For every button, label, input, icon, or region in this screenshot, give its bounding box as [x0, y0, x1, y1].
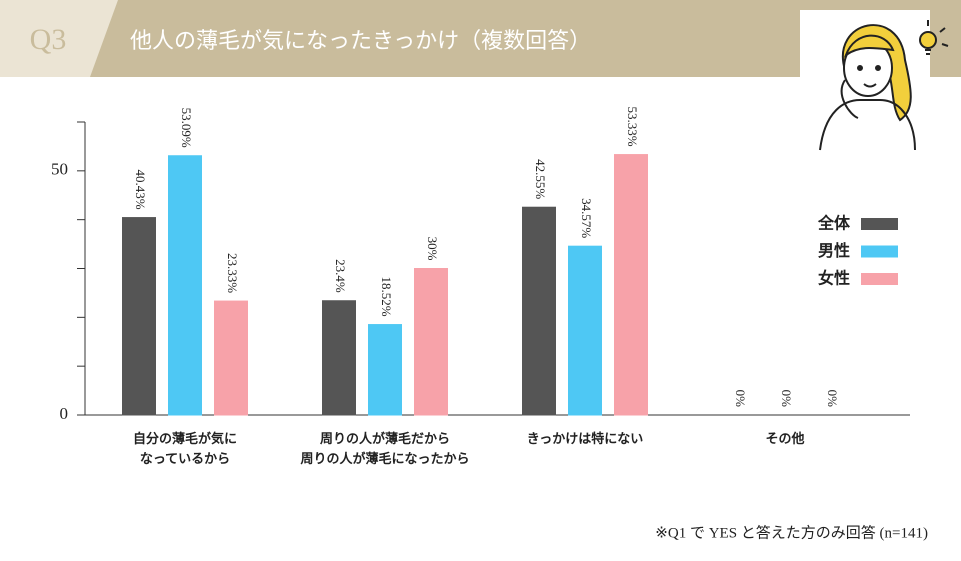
bar	[322, 300, 356, 416]
bar	[614, 154, 648, 416]
value-label: 53.33%	[625, 106, 640, 146]
value-label: 18.52%	[379, 276, 394, 316]
x-tick-label: 自分の薄毛が気に なっているから	[132, 432, 237, 467]
bar	[214, 300, 248, 416]
x-tick-label: きっかけは特にない	[526, 432, 644, 447]
badge: Q3	[30, 23, 67, 56]
badge-bg	[0, 0, 118, 77]
x-tick-label: その他	[765, 432, 805, 447]
value-label: 30%	[425, 237, 440, 261]
y-tick-label: 0	[60, 404, 69, 423]
bar	[122, 217, 156, 416]
legend-swatch	[861, 218, 898, 230]
legend-swatch	[861, 273, 898, 285]
footnote: ※Q1 で YES と答えた方のみ回答 (n=141)	[655, 524, 928, 541]
legend-swatch	[861, 245, 898, 258]
bar	[568, 245, 602, 416]
bar	[168, 155, 202, 416]
value-label: 53.09%	[179, 108, 194, 148]
value-label: 34.57%	[579, 198, 594, 238]
legend-label: 男性	[818, 241, 850, 260]
illustration	[800, 10, 949, 160]
value-label: 0%	[733, 390, 748, 408]
value-label: 0%	[825, 390, 840, 408]
legend-label: 女性	[818, 269, 850, 288]
x-tick-label: 周りの人が薄毛だから 周りの人が薄毛になったから	[300, 432, 470, 467]
value-label: 23.4%	[333, 259, 348, 293]
y-tick-label: 50	[51, 160, 68, 179]
bar	[522, 206, 556, 416]
value-label: 42.55%	[533, 159, 548, 199]
bar	[368, 324, 402, 416]
value-label: 0%	[779, 390, 794, 408]
value-label: 40.43%	[133, 169, 148, 209]
legend-label: 全体	[817, 214, 851, 233]
chart-title: 他人の薄毛が気になったきっかけ（複数回答）	[130, 29, 591, 54]
bar	[414, 268, 448, 416]
value-label: 23.33%	[225, 253, 240, 293]
